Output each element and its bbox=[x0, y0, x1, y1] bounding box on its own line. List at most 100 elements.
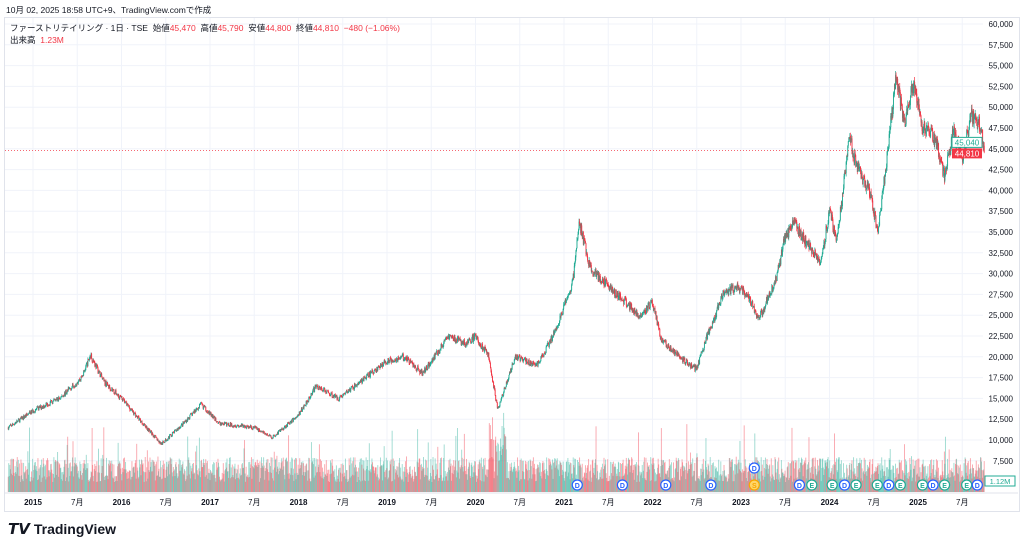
candle-body bbox=[622, 300, 624, 301]
candle-body bbox=[180, 425, 182, 428]
candle-body bbox=[281, 428, 283, 430]
volume-bar bbox=[461, 449, 463, 492]
volume-bar bbox=[436, 469, 438, 492]
candle-body bbox=[662, 339, 664, 343]
candle-body bbox=[343, 393, 345, 394]
volume-bar bbox=[154, 480, 156, 492]
candle-body bbox=[322, 390, 324, 392]
volume-bar bbox=[444, 480, 446, 492]
candle-body bbox=[786, 233, 788, 236]
candle-body bbox=[702, 349, 704, 352]
candle-body bbox=[608, 287, 610, 290]
volume-bar bbox=[807, 462, 809, 492]
candle-body bbox=[282, 428, 284, 430]
candle-body bbox=[584, 238, 586, 242]
candle-body bbox=[307, 400, 309, 402]
chart-frame[interactable] bbox=[4, 17, 1020, 512]
candle-body bbox=[325, 392, 327, 394]
candle-body bbox=[613, 288, 615, 293]
volume-bar bbox=[271, 457, 273, 492]
volume-bar bbox=[538, 472, 540, 492]
candle-body bbox=[821, 254, 823, 257]
volume-bar bbox=[423, 468, 425, 492]
volume-bar bbox=[475, 475, 477, 492]
candle-body bbox=[11, 425, 13, 427]
candle-body bbox=[625, 298, 627, 306]
volume-bar bbox=[274, 467, 276, 492]
volume-bar bbox=[179, 460, 181, 492]
volume-bar bbox=[524, 460, 526, 492]
volume-bar bbox=[652, 457, 654, 492]
candle-body bbox=[123, 398, 124, 400]
volume-bar bbox=[333, 471, 335, 492]
candle-body bbox=[674, 349, 676, 356]
candle-body bbox=[716, 310, 718, 318]
candle-body bbox=[275, 434, 277, 437]
volume-bar bbox=[546, 457, 548, 492]
candle-body bbox=[783, 238, 784, 246]
volume-bar bbox=[449, 458, 451, 492]
candle-body bbox=[196, 408, 198, 410]
volume-bar bbox=[95, 481, 97, 492]
candle-body bbox=[717, 304, 719, 309]
candle-body bbox=[677, 352, 679, 355]
candle-body bbox=[570, 289, 572, 292]
volume-bar bbox=[846, 464, 848, 492]
candle-body bbox=[852, 150, 854, 158]
open-label: 始値 bbox=[152, 23, 170, 33]
candle-body bbox=[546, 344, 548, 346]
candle-body bbox=[237, 425, 239, 426]
volume-bar bbox=[490, 439, 492, 492]
volume-bar bbox=[862, 480, 864, 492]
candle-body bbox=[770, 293, 772, 295]
candle-body bbox=[213, 416, 215, 417]
volume-bar bbox=[297, 464, 299, 492]
volume-bar bbox=[409, 466, 411, 492]
volume-bar bbox=[482, 469, 484, 492]
volume-bar bbox=[326, 473, 328, 492]
volume-bar bbox=[742, 469, 744, 492]
volume-bar bbox=[101, 473, 103, 492]
candle-body bbox=[299, 411, 301, 415]
candle-body bbox=[503, 387, 505, 393]
volume-bar bbox=[113, 464, 115, 492]
candle-body bbox=[724, 292, 726, 296]
candle-body bbox=[613, 291, 615, 293]
candle-body bbox=[426, 368, 428, 370]
candle-body bbox=[92, 359, 94, 363]
volume-bar bbox=[382, 480, 384, 492]
candle-body bbox=[437, 350, 439, 355]
candle-body bbox=[747, 294, 749, 297]
volume-bar bbox=[571, 473, 573, 492]
candle-body bbox=[535, 363, 537, 366]
volume-bar bbox=[742, 472, 744, 492]
candle-body bbox=[437, 354, 439, 355]
candle-body bbox=[351, 386, 353, 387]
volume-bar bbox=[580, 465, 582, 492]
volume-bar bbox=[613, 467, 615, 492]
candle-body bbox=[129, 407, 131, 411]
x-tick-label: 2020 bbox=[467, 498, 485, 507]
candle-body bbox=[205, 410, 207, 412]
candle-body bbox=[311, 393, 312, 394]
volume-bar bbox=[153, 461, 155, 492]
volume-bar bbox=[501, 454, 502, 492]
candle-body bbox=[422, 371, 424, 376]
volume-bar bbox=[774, 480, 775, 492]
volume-bar bbox=[421, 470, 423, 492]
candle-body bbox=[205, 406, 207, 411]
volume-bar bbox=[700, 475, 702, 492]
volume-bar bbox=[453, 460, 455, 492]
candle-body bbox=[54, 399, 55, 401]
candle-body bbox=[693, 365, 695, 367]
candle-body bbox=[129, 408, 131, 411]
candle-body bbox=[379, 367, 381, 369]
volume-bar bbox=[862, 472, 864, 492]
candle-body bbox=[646, 306, 647, 313]
candle-body bbox=[444, 339, 446, 341]
candle-body bbox=[467, 340, 469, 343]
volume-bar bbox=[299, 458, 301, 492]
volume-bar bbox=[205, 459, 207, 492]
volume-bar bbox=[252, 466, 253, 492]
